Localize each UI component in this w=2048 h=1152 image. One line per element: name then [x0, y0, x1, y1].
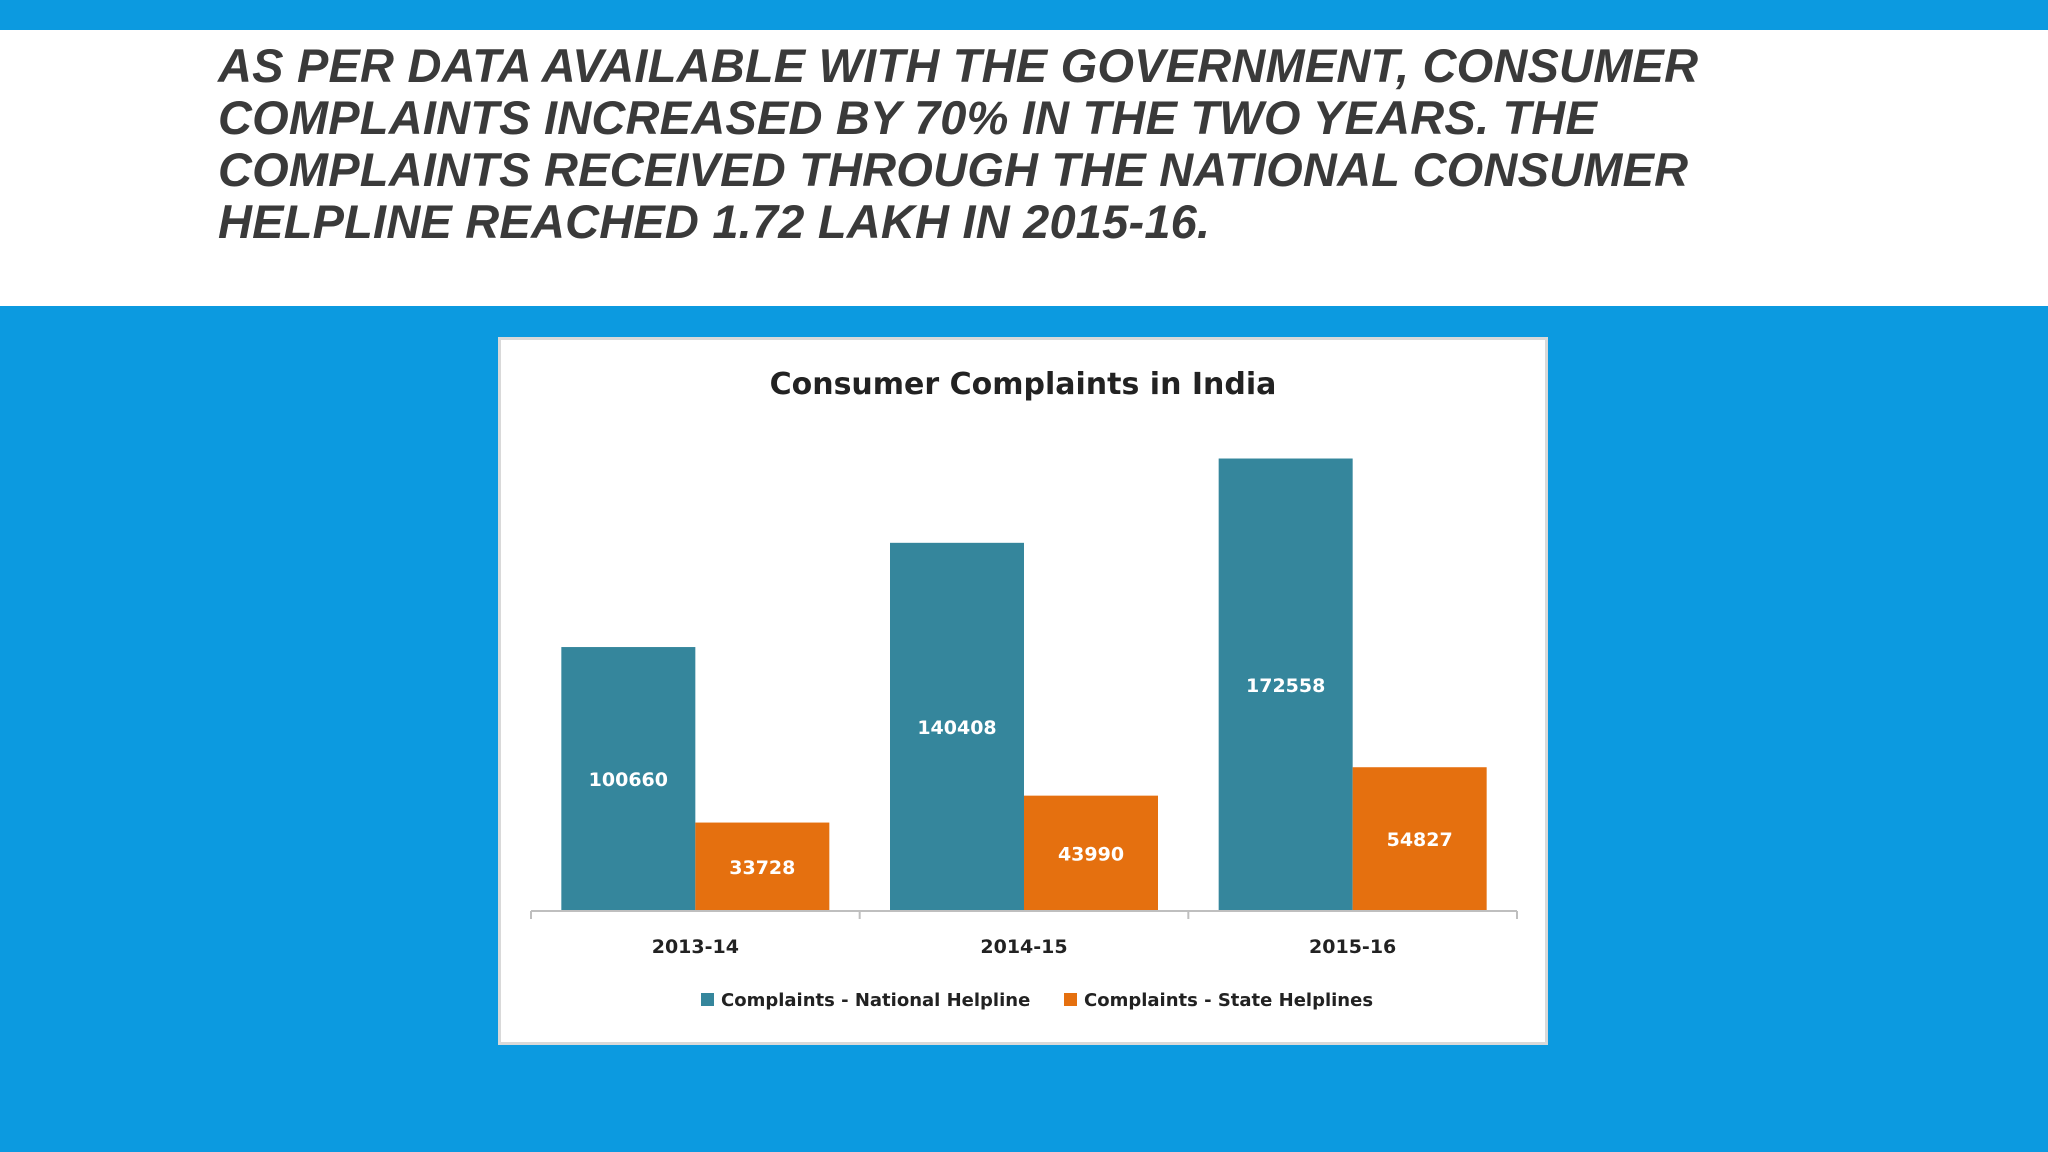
x-tick-label: 2014-15 [980, 936, 1067, 958]
slide-headline: As per data available with the governmen… [218, 39, 1699, 248]
legend-swatch-national [701, 993, 714, 1006]
bar-national-2014-15 [890, 542, 1024, 911]
header-panel [0, 30, 2048, 306]
legend-label-national: Complaints - National Helpline [721, 990, 1030, 1011]
bar-chart: Consumer Complaints in India 100660 33728… [530, 367, 1518, 1011]
legend-swatch-state [1064, 993, 1077, 1006]
data-label: 54827 [1387, 829, 1453, 851]
data-label: 43990 [1058, 843, 1124, 865]
data-label: 100660 [589, 769, 668, 791]
top-accent-band [0, 0, 2048, 30]
bar-national-2013-14 [561, 647, 696, 911]
bar-national-2015-16 [1218, 458, 1353, 911]
bar-state-2013-14 [695, 822, 830, 911]
bar-state-2014-15 [1024, 795, 1158, 911]
bar-state-2015-16 [1352, 767, 1487, 911]
x-tick-label: 2015-16 [1309, 936, 1396, 958]
chart-container: Consumer Complaints in India 100660 33728… [498, 337, 1548, 1045]
legend-label-state: Complaints - State Helplines [1084, 990, 1373, 1011]
data-label: 140408 [917, 717, 996, 739]
x-tick-label: 2013-14 [652, 936, 739, 958]
data-label: 33728 [729, 857, 795, 879]
chart-title: Consumer Complaints in India [770, 367, 1277, 402]
data-label: 172558 [1246, 675, 1325, 697]
